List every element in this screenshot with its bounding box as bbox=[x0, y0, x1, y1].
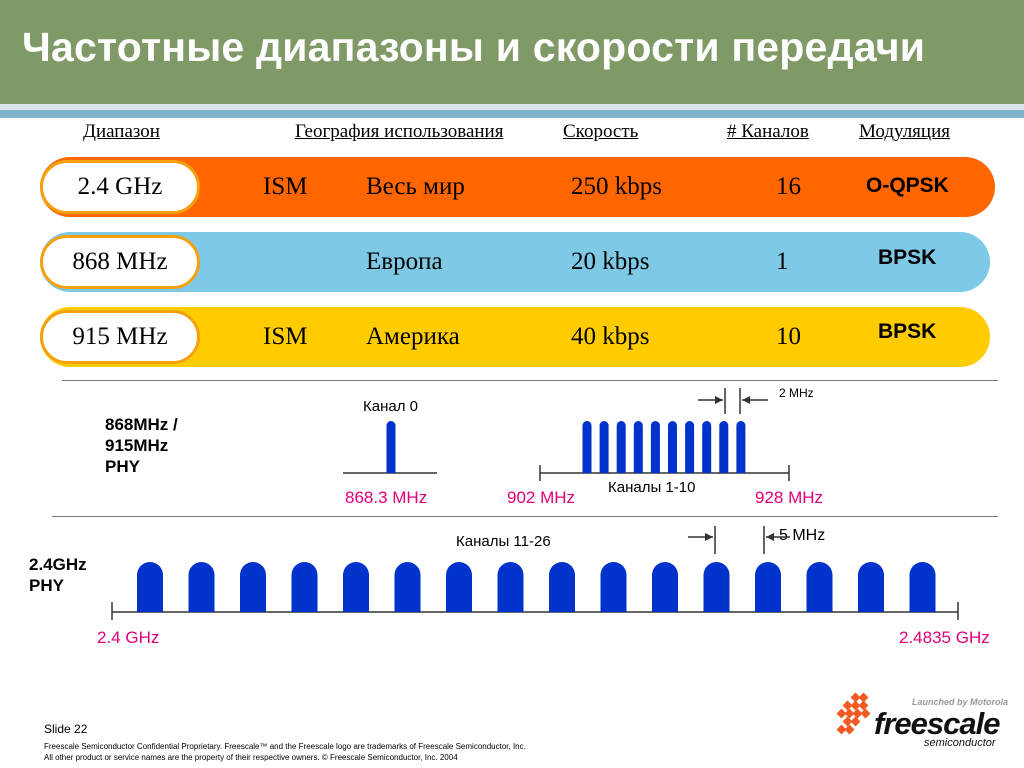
separator-line bbox=[52, 516, 998, 517]
logo-diamond bbox=[842, 700, 853, 711]
slide-title: Частотные диапазоны и скорости передачи bbox=[22, 24, 926, 70]
logo-diamond bbox=[860, 708, 871, 719]
band-channels: 16 bbox=[776, 173, 801, 200]
channel-pulse bbox=[240, 562, 266, 612]
title-underline-light bbox=[0, 104, 1024, 110]
freq-902-label: 902 MHz bbox=[507, 488, 576, 507]
channel-pulse bbox=[394, 562, 421, 612]
logo-diamond bbox=[844, 708, 855, 719]
freq-868-3-label: 868.3 MHz bbox=[345, 488, 428, 507]
channel-pulse bbox=[858, 562, 884, 612]
title-bar bbox=[0, 0, 1024, 104]
channel-pulse bbox=[600, 562, 627, 612]
band-pill: 868 MHz bbox=[40, 235, 200, 289]
logo-diamond bbox=[836, 724, 847, 735]
arrow-head bbox=[742, 396, 750, 404]
logo-diamond bbox=[858, 692, 869, 703]
channel-pulse bbox=[668, 421, 677, 473]
channel-pulse bbox=[806, 562, 833, 612]
arrow-head bbox=[715, 396, 723, 404]
channels-11-26-label: Каналы 11-26 bbox=[456, 533, 551, 550]
channel-pulse bbox=[343, 562, 369, 612]
channel-pulse bbox=[446, 562, 472, 612]
phy-label-24ghz: 2.4GHz PHY bbox=[29, 555, 87, 595]
footer-legal-line-2: All other product or service names are t… bbox=[44, 753, 458, 762]
channel-pulse bbox=[599, 421, 609, 473]
channel-pulse bbox=[616, 421, 626, 473]
freq-2-4835ghz-label: 2.4835 GHz bbox=[899, 628, 990, 647]
channel-pulse bbox=[188, 562, 215, 612]
band-modulation: BPSK bbox=[878, 320, 937, 343]
footer-legal-line-1: Freescale Semiconductor Confidential Pro… bbox=[44, 742, 526, 751]
logo-diamond bbox=[850, 692, 861, 703]
band-rate: 20 kbps bbox=[571, 248, 650, 275]
channel-pulse bbox=[291, 562, 318, 612]
channels-1-10-label: Каналы 1-10 bbox=[608, 479, 696, 496]
band-channels: 10 bbox=[776, 323, 801, 350]
header-geography: География использования bbox=[295, 121, 504, 142]
spacing-label-2mhz: 2 MHz bbox=[779, 386, 814, 400]
band-pill: 2.4 GHz bbox=[40, 160, 200, 214]
band-region: Европа bbox=[366, 248, 443, 275]
header-modulation: Модуляция bbox=[859, 121, 951, 142]
channel-pulse bbox=[909, 562, 936, 612]
channel-pulse bbox=[736, 421, 746, 473]
freq-2-4ghz-label: 2.4 GHz bbox=[97, 628, 160, 647]
header-rate: Скорость bbox=[563, 121, 639, 142]
band-rate: 250 kbps bbox=[571, 173, 662, 200]
logo-diamond bbox=[836, 708, 847, 719]
channel-pulse bbox=[703, 562, 730, 612]
logo-diamond bbox=[842, 716, 853, 727]
slide-number: Slide 22 bbox=[44, 722, 88, 736]
channel-pulse bbox=[633, 421, 643, 473]
band-region: Америка bbox=[366, 323, 460, 350]
channel-pulse bbox=[685, 421, 695, 473]
channel-pulse bbox=[719, 421, 729, 473]
band-region: Весь мир bbox=[366, 173, 465, 200]
logo-wordmark: freescale bbox=[874, 706, 1000, 741]
logo-subtitle: semiconductor bbox=[924, 737, 996, 749]
band-rate: 40 kbps bbox=[571, 323, 650, 350]
channel-pulse bbox=[652, 562, 678, 612]
band-pill: 915 MHz bbox=[40, 310, 200, 364]
band-channels: 1 bbox=[776, 248, 789, 275]
band-ism: ISM bbox=[263, 173, 308, 200]
separator-line bbox=[62, 380, 998, 381]
logo-diamond bbox=[850, 716, 861, 727]
logo-diamond bbox=[858, 700, 869, 711]
spacing-label-5mhz: 5 MHz bbox=[779, 527, 826, 544]
logo-diamond bbox=[844, 724, 855, 735]
arrow-head bbox=[766, 533, 774, 541]
channel-0-label: Канал 0 bbox=[363, 398, 418, 415]
band-ism: ISM bbox=[263, 323, 308, 350]
band-modulation: O-QPSK bbox=[866, 174, 949, 197]
freescale-logo-icon bbox=[836, 692, 871, 735]
title-underline-blue bbox=[0, 110, 1024, 118]
channel-pulse bbox=[386, 421, 396, 473]
header-band: Диапазон bbox=[83, 121, 160, 142]
channel-pulse bbox=[755, 562, 781, 612]
band-modulation: BPSK bbox=[878, 246, 937, 269]
freq-928-label: 928 MHz bbox=[755, 488, 824, 507]
channel-pulse bbox=[137, 562, 163, 612]
phy-label-sub-ghz: 868MHz / 915MHz PHY bbox=[105, 415, 178, 476]
logo-diamond bbox=[852, 708, 863, 719]
arrow-head bbox=[705, 533, 713, 541]
logo-tagline: Launched by Motorola bbox=[912, 697, 1009, 707]
channel-pulse bbox=[582, 421, 592, 473]
channel-pulse bbox=[702, 421, 712, 473]
header-channels: # Каналов bbox=[727, 121, 809, 142]
channel-pulse bbox=[497, 562, 524, 612]
channel-pulse bbox=[549, 562, 575, 612]
logo-diamond bbox=[850, 700, 861, 711]
channel-pulse bbox=[650, 421, 660, 473]
